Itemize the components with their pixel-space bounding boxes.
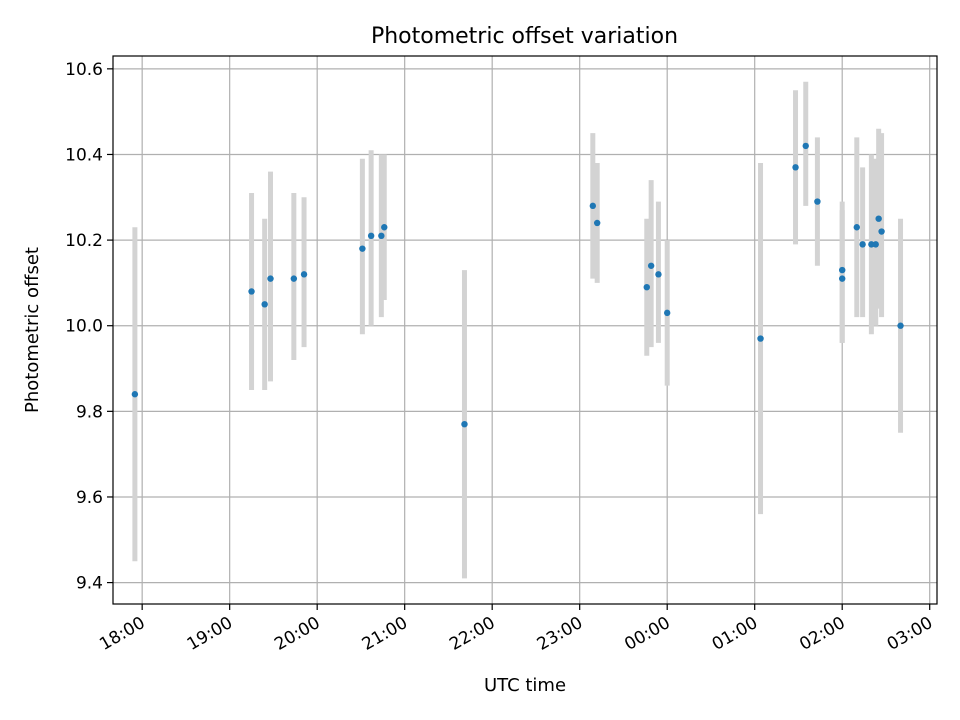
data-point [859,241,866,248]
data-point [802,142,809,150]
data-point [655,271,662,278]
y-tick-label: 10.0 [65,317,103,337]
y-tick-label: 10.4 [65,145,103,165]
data-point [663,309,671,317]
y-tick-label: 9.6 [76,488,103,508]
x-tick-label: 00:00 [621,613,673,655]
data-point [875,215,882,222]
data-point [367,232,375,240]
data-point [839,275,846,282]
plot-frame [112,55,938,605]
data-point [647,262,655,269]
y-tick-label: 9.8 [76,402,103,422]
x-tick-label: 21:00 [359,613,411,655]
chart-title: Photometric offset variation [371,24,678,49]
y-tick-label: 9.4 [76,574,103,594]
data-point [381,224,388,231]
data-point [593,219,601,227]
data-point [897,322,904,329]
data-point [461,420,468,428]
data-point [290,275,298,282]
data-point [643,283,650,291]
data-point [359,245,366,252]
data-point [839,266,846,274]
data-point [300,271,308,278]
grid-lines [113,56,937,604]
data-point [814,198,821,205]
data-point [261,301,268,308]
x-tick-label: 22:00 [446,613,498,655]
data-point [853,224,860,231]
y-tick-label: 10.2 [65,231,103,251]
data-point [267,275,274,282]
data-point [792,164,799,171]
data-point [757,335,764,342]
data-point [378,232,385,240]
x-tick-label: 19:00 [184,613,236,655]
y-tick-label: 10.6 [65,60,103,80]
x-tick-label: 02:00 [796,613,848,655]
data-point [878,228,885,235]
data-layer [131,81,904,579]
x-tick-label: 18:00 [96,613,148,655]
x-tick-label: 23:00 [534,613,586,655]
x-tick-label: 01:00 [709,613,761,655]
x-axis-label: UTC time [484,675,566,696]
data-point [589,202,597,210]
x-tick-label: 20:00 [271,613,323,655]
data-point [872,241,879,248]
data-point [248,288,255,295]
y-axis-label: Photometric offset [22,247,43,413]
data-point [131,391,139,398]
x-tick-label: 03:00 [884,613,936,655]
data-point [868,241,875,248]
